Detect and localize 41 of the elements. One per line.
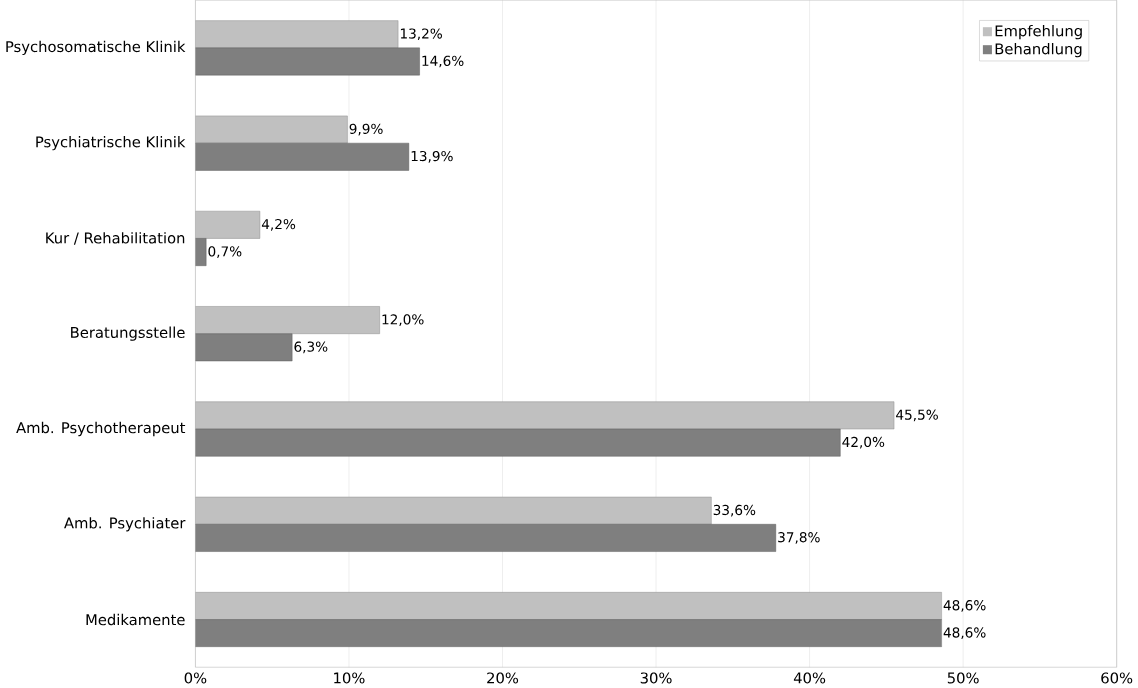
y-tick-label: Psychosomatische Klinik <box>6 40 186 55</box>
data-label: 42,0% <box>842 436 885 449</box>
data-label: 12,0% <box>382 314 424 326</box>
data-label: 6,3% <box>294 341 328 353</box>
legend-label: Behandlung <box>995 42 1082 58</box>
bar <box>195 333 293 361</box>
data-label: 0,7% <box>208 246 242 258</box>
data-label: 48,6% <box>943 627 986 639</box>
legend-label: Empfehlung <box>995 24 1082 40</box>
y-tick-label: Amb. Psychiater <box>64 516 186 532</box>
x-tick-label: 10% <box>334 672 365 684</box>
bar <box>195 115 348 144</box>
bar <box>195 47 420 76</box>
data-label: 48,6% <box>943 599 986 612</box>
x-tick-label: 0% <box>184 672 207 684</box>
x-tick-label: 20% <box>487 672 519 684</box>
data-label: 13,9% <box>411 150 453 163</box>
bar <box>195 591 942 620</box>
bar <box>195 20 399 48</box>
data-label: 13,2% <box>400 28 442 40</box>
data-label: 9,9% <box>349 123 383 136</box>
bar <box>195 306 380 334</box>
x-tick-label: 30% <box>640 672 672 684</box>
y-tick-label: Beratungsstelle <box>71 326 185 341</box>
x-tick-label: 60% <box>1101 672 1133 684</box>
y-tick-label: Amb. Psychotherapeut <box>16 421 186 436</box>
bar <box>195 428 841 457</box>
data-label: 14,6% <box>422 55 464 68</box>
y-tick-label: Kur / Rehabilitation <box>46 231 185 245</box>
bar <box>195 210 261 239</box>
data-label: 4,2% <box>261 218 296 231</box>
y-tick-label: Medikamente <box>86 613 185 626</box>
x-tick-label: 50% <box>947 672 979 684</box>
bar <box>195 619 942 647</box>
data-label: 45,5% <box>896 409 938 422</box>
x-tick-label: 40% <box>793 672 826 684</box>
y-tick-label: Psychiatrische Klinik <box>36 135 186 151</box>
bar <box>195 496 712 525</box>
data-label: 37,8% <box>778 531 820 544</box>
bar <box>195 401 895 430</box>
data-label: 33,6% <box>713 504 756 517</box>
